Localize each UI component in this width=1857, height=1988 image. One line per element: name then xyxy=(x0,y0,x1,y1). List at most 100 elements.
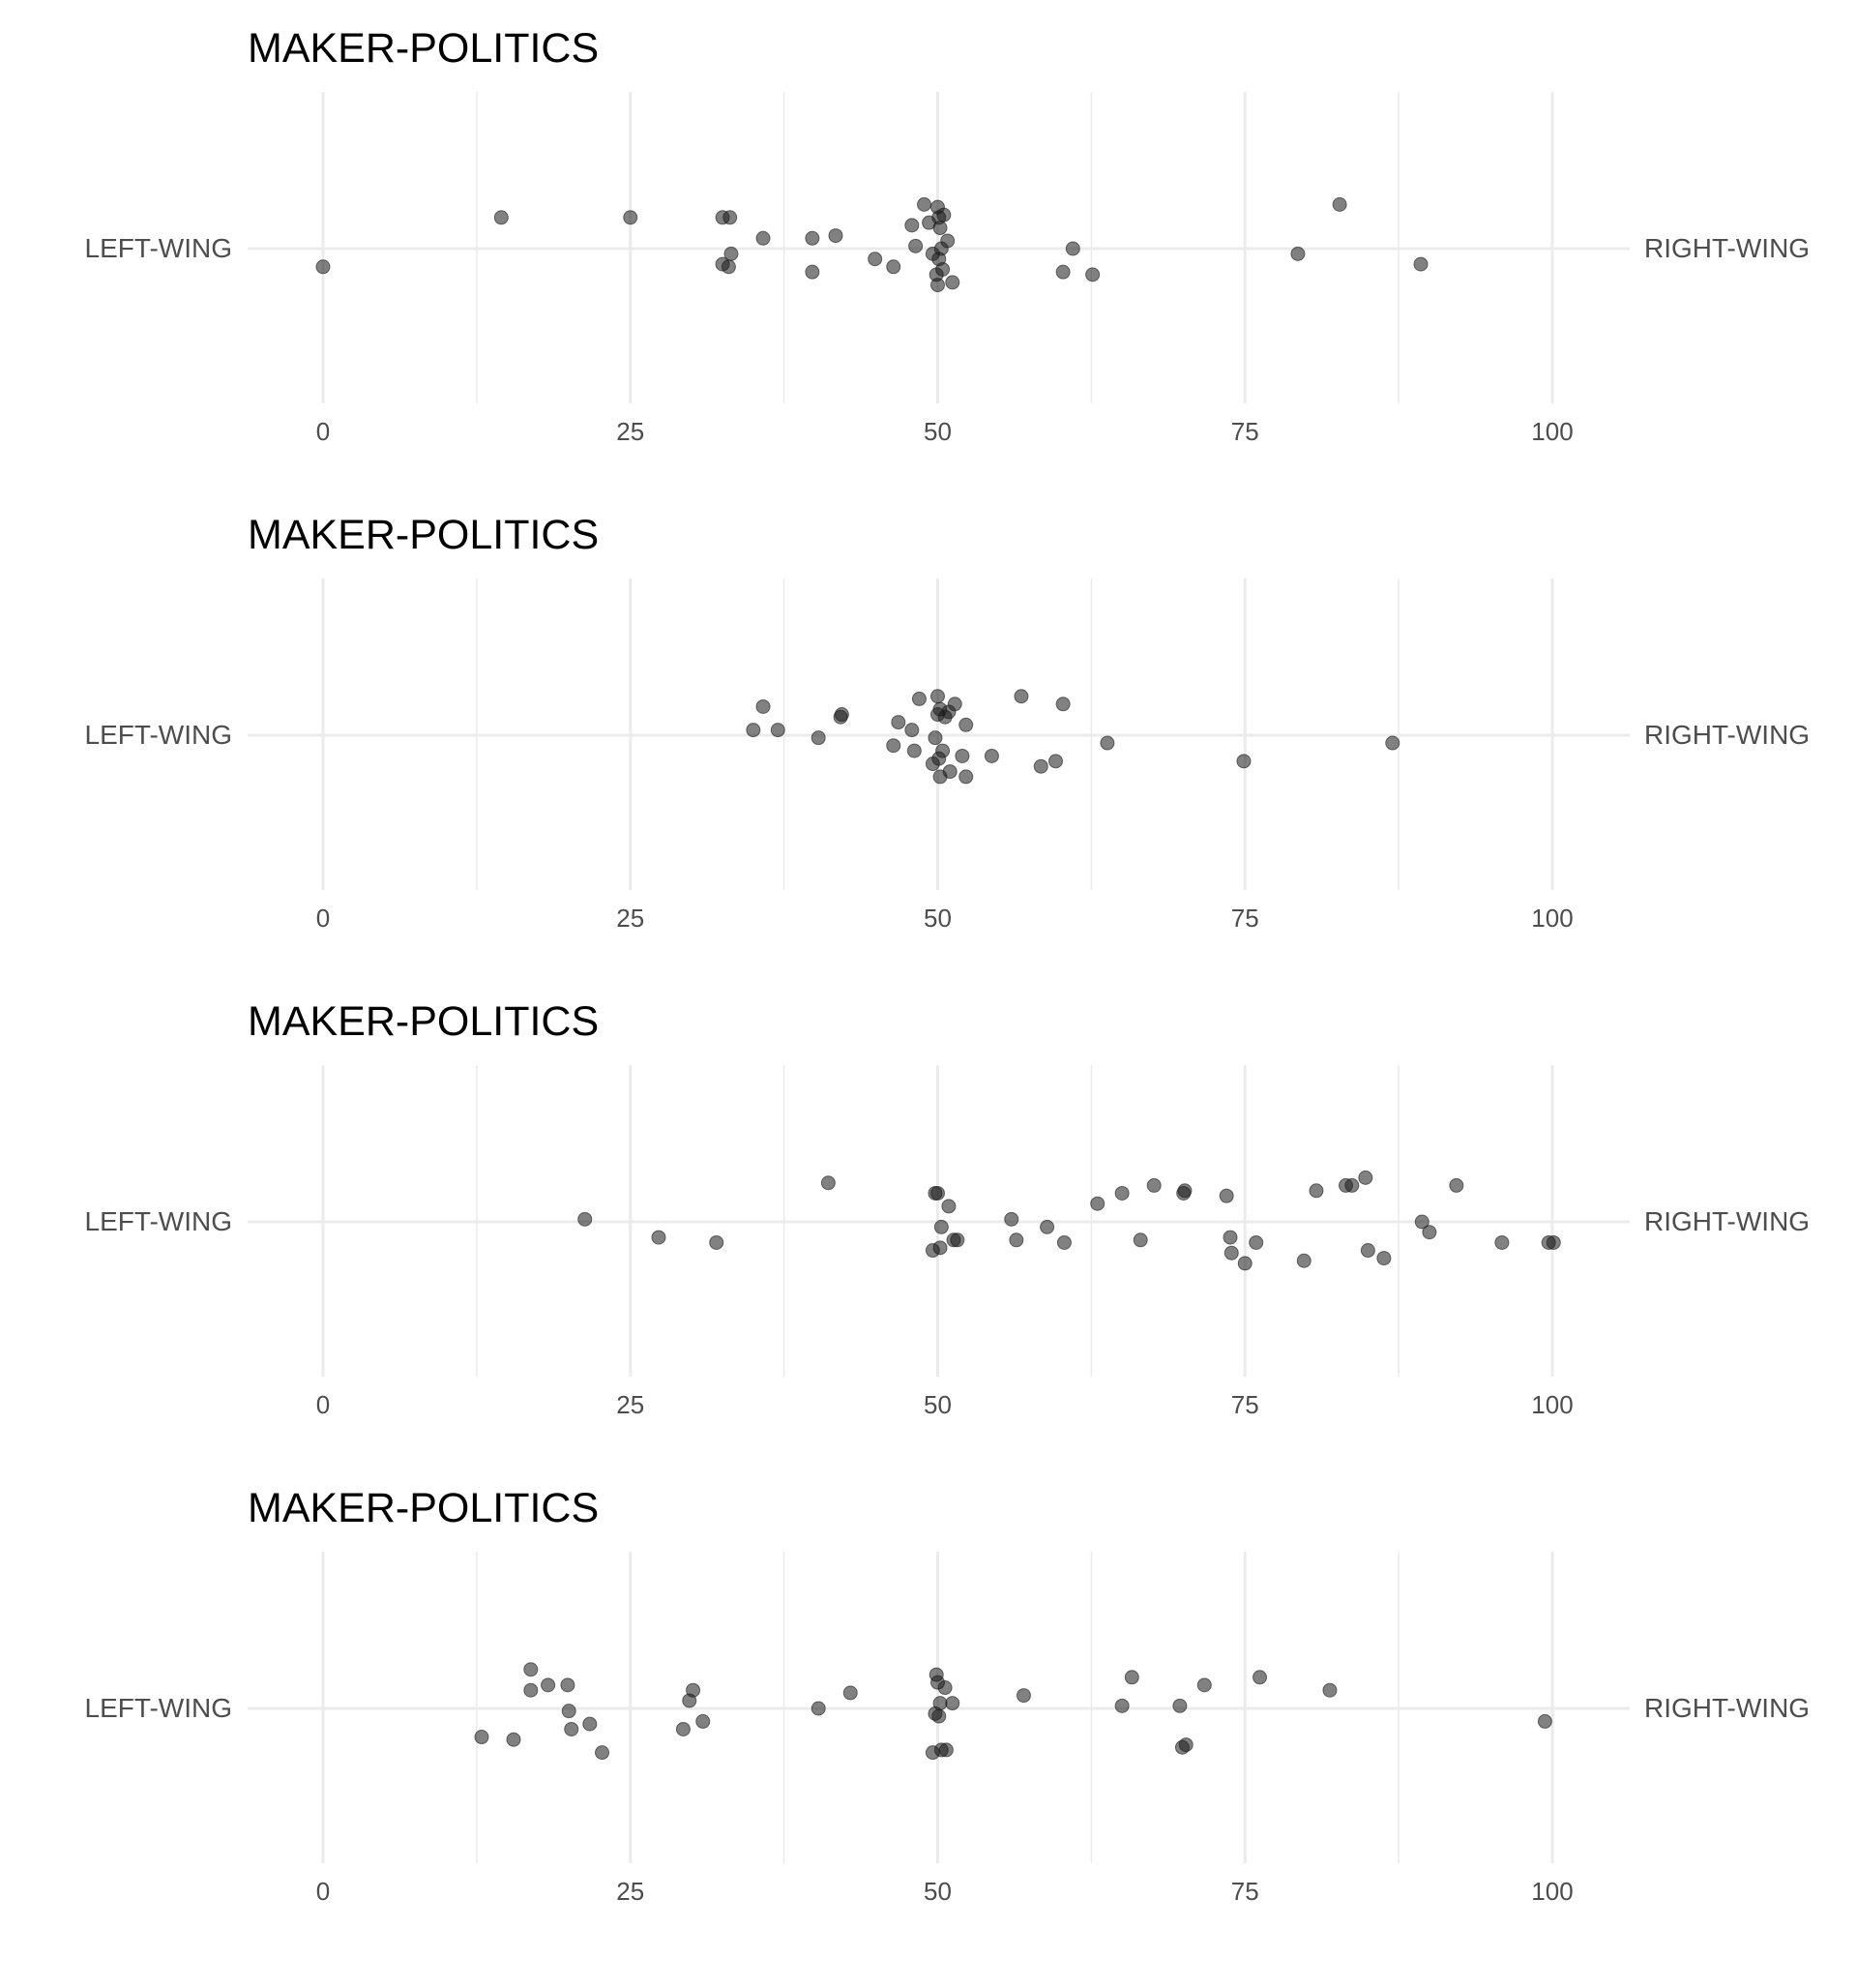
data-point xyxy=(868,252,883,267)
data-point xyxy=(1055,697,1071,712)
data-point xyxy=(1085,267,1101,282)
data-point xyxy=(1414,1214,1430,1230)
data-point xyxy=(1177,1183,1193,1199)
data-point xyxy=(564,1721,579,1736)
data-point xyxy=(917,196,932,212)
data-point xyxy=(1146,1177,1162,1193)
data-point xyxy=(1546,1234,1561,1250)
data-point xyxy=(1322,1682,1338,1698)
data-point xyxy=(933,1219,949,1234)
x-tick-label: 0 xyxy=(316,904,330,933)
data-point xyxy=(805,264,820,280)
left-wing-label: LEFT-WING xyxy=(84,1693,232,1723)
data-point xyxy=(582,1716,598,1732)
data-point xyxy=(936,207,952,223)
data-point xyxy=(1172,1698,1188,1713)
data-point xyxy=(1133,1232,1148,1248)
chart-panel: MAKER-POLITICS 0 25 50 75 100 LEFT-WING RIGHT-W… xyxy=(0,487,1857,970)
data-point xyxy=(932,221,948,236)
right-wing-label: RIGHT-WING xyxy=(1644,1693,1811,1723)
data-point xyxy=(945,1696,960,1711)
x-tick-label: 0 xyxy=(316,1877,330,1906)
chart-panel: MAKER-POLITICS 0 25 50 75 100 LEFT-WING RIGHT-W… xyxy=(0,1460,1857,1943)
data-point xyxy=(561,1704,576,1719)
data-point xyxy=(950,1232,965,1248)
data-point xyxy=(1422,1225,1437,1240)
data-point xyxy=(958,769,974,785)
right-wing-label: RIGHT-WING xyxy=(1644,1206,1811,1236)
x-tick-label: 25 xyxy=(616,417,644,446)
left-wing-label: LEFT-WING xyxy=(84,720,232,750)
right-wing-label: RIGHT-WING xyxy=(1644,720,1811,750)
data-point xyxy=(906,743,922,758)
chart-plot: 0 25 50 75 100 xyxy=(248,579,1630,933)
data-point xyxy=(811,1701,826,1716)
data-point xyxy=(1309,1183,1324,1199)
data-point xyxy=(1009,1232,1024,1248)
data-point xyxy=(935,743,951,758)
data-point xyxy=(1114,1185,1130,1201)
data-point xyxy=(908,238,924,253)
x-tick-label: 25 xyxy=(616,1390,644,1419)
data-point xyxy=(1124,1670,1139,1685)
data-point xyxy=(947,697,962,712)
data-point xyxy=(1100,735,1115,751)
data-point xyxy=(1290,246,1306,261)
data-point xyxy=(723,246,739,261)
data-point xyxy=(1344,1177,1360,1193)
data-point xyxy=(755,698,771,714)
data-point xyxy=(1332,196,1347,212)
chart-plot: 0 25 50 75 100 xyxy=(248,92,1630,446)
data-point xyxy=(721,259,736,275)
data-point xyxy=(1178,1737,1194,1753)
data-point xyxy=(931,1708,947,1724)
data-point xyxy=(842,1685,858,1701)
x-tick-label: 0 xyxy=(316,417,330,446)
data-point xyxy=(932,1240,948,1256)
x-tick-label: 50 xyxy=(924,1390,952,1419)
data-point xyxy=(1360,1243,1375,1259)
data-point xyxy=(904,723,920,738)
data-point xyxy=(1296,1253,1312,1268)
data-point xyxy=(675,1721,691,1736)
x-tick-label: 100 xyxy=(1531,904,1573,933)
chart-title: MAKER-POLITICS xyxy=(248,998,600,1045)
data-point xyxy=(930,1185,945,1201)
data-point xyxy=(1040,1219,1055,1234)
data-point xyxy=(315,259,331,275)
data-point xyxy=(1048,754,1064,769)
data-point xyxy=(1223,1245,1239,1261)
data-point xyxy=(577,1211,593,1227)
data-point xyxy=(1358,1170,1373,1185)
data-point xyxy=(541,1677,556,1693)
data-point xyxy=(1196,1677,1212,1693)
data-point xyxy=(1376,1251,1392,1266)
data-point xyxy=(811,730,826,746)
data-point xyxy=(886,738,901,754)
data-point xyxy=(891,715,906,730)
data-point xyxy=(523,1662,539,1677)
data-point xyxy=(1249,1234,1264,1250)
x-tick-label: 100 xyxy=(1531,1390,1573,1419)
data-point xyxy=(1056,1234,1072,1250)
x-tick-label: 50 xyxy=(924,904,952,933)
data-point xyxy=(1014,689,1029,704)
data-point xyxy=(523,1682,539,1698)
data-point xyxy=(930,689,945,704)
x-tick-label: 50 xyxy=(924,1877,952,1906)
chart-plot: 0 25 50 75 100 xyxy=(248,1065,1630,1419)
data-point xyxy=(1219,1188,1234,1203)
x-tick-label: 50 xyxy=(924,417,952,446)
data-point xyxy=(932,1696,948,1711)
data-point xyxy=(886,259,901,275)
data-point xyxy=(1253,1670,1268,1685)
data-point xyxy=(1494,1234,1510,1250)
chart-panel: MAKER-POLITICS 0 25 50 75 100 LEFT-WING RIGHT-W… xyxy=(0,973,1857,1457)
data-point xyxy=(930,278,945,293)
data-point xyxy=(746,723,761,738)
data-point xyxy=(709,1234,724,1250)
x-tick-label: 75 xyxy=(1231,904,1259,933)
data-point xyxy=(651,1230,666,1245)
data-point xyxy=(940,233,956,249)
left-wing-label: LEFT-WING xyxy=(84,233,232,263)
